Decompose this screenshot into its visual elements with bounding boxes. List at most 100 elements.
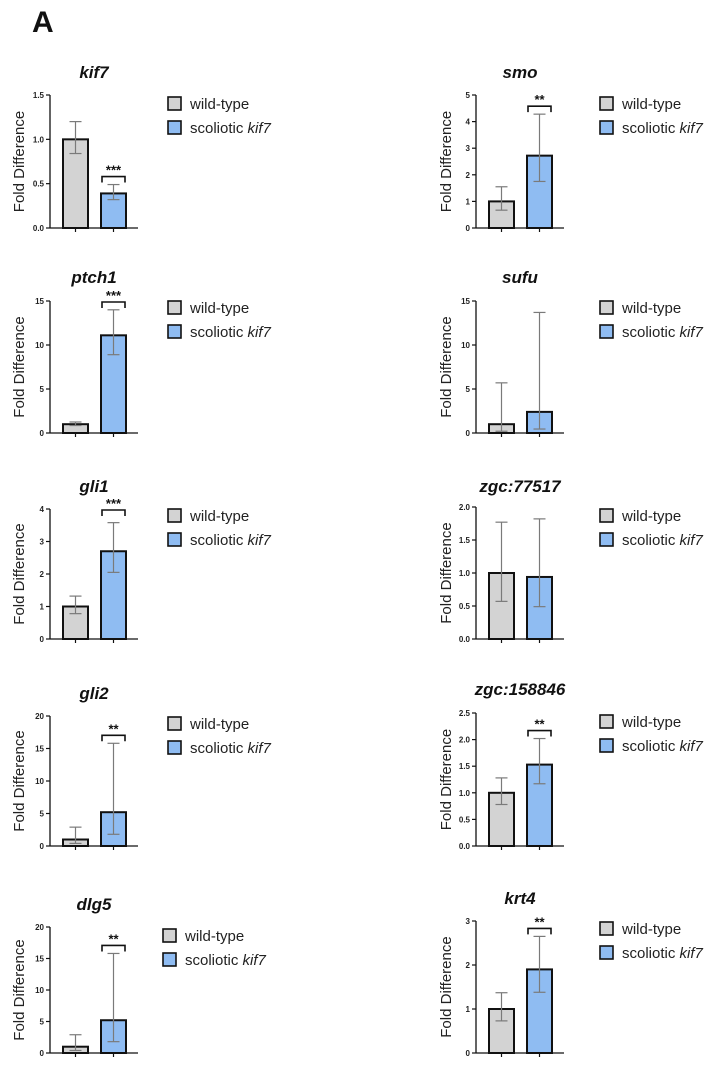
- legend-label-wild-type: wild-type: [621, 714, 681, 731]
- y-tick-label: 1.5: [33, 91, 45, 100]
- legend-swatch-wild-type: [167, 96, 182, 111]
- y-tick-label: 3: [40, 538, 45, 547]
- legend-swatch-scoliotic: [599, 324, 614, 339]
- panel-label: A: [32, 6, 54, 39]
- legend-swatch-wild-type: [162, 928, 177, 943]
- legend-label-wild-type: wild-type: [621, 921, 681, 938]
- significance-bracket: [101, 944, 126, 952]
- significance-label: **: [108, 931, 119, 946]
- y-tick-label: 0: [40, 429, 45, 438]
- y-tick-label: 10: [35, 777, 44, 786]
- chart-title: gli1: [78, 477, 108, 496]
- y-axis-label: Fold Difference: [438, 729, 455, 830]
- chart-gli2: gli2 Fold Difference 0 5 10 15 20 ** wild-type sc…: [11, 684, 272, 851]
- legend-label-wild-type: wild-type: [189, 96, 249, 113]
- chart-title: zgc:77517: [478, 477, 562, 496]
- y-axis-label: Fold Difference: [438, 936, 455, 1037]
- y-axis-label: Fold Difference: [11, 730, 28, 831]
- chart-sufu: sufu Fold Difference 0 5 10 15 wild-type scolio…: [438, 268, 704, 438]
- y-axis-label: Fold Difference: [438, 316, 455, 417]
- significance-bracket: [101, 301, 126, 308]
- y-tick-label: 20: [35, 712, 44, 721]
- legend-swatch-wild-type: [599, 714, 614, 729]
- y-tick-label: 0.0: [459, 842, 471, 851]
- legend-label-wild-type: wild-type: [184, 928, 244, 945]
- chart-smo: smo Fold Difference 0 1 2 3 4 5 ** wild-type scoli…: [438, 63, 704, 233]
- y-tick-label: 0: [40, 1049, 45, 1058]
- y-tick-label: 10: [35, 341, 44, 350]
- significance-label: ***: [106, 163, 122, 178]
- y-tick-label: 1.0: [33, 135, 45, 144]
- y-tick-label: 5: [466, 385, 471, 394]
- legend-label-scoliotic: scoliotic kif7: [622, 324, 704, 341]
- y-tick-label: 5: [40, 810, 45, 819]
- y-tick-label: 10: [461, 341, 470, 350]
- y-axis-label: Fold Difference: [438, 522, 455, 623]
- legend-swatch-wild-type: [167, 300, 182, 315]
- y-tick-label: 1.0: [459, 569, 471, 578]
- significance-bracket: [101, 509, 126, 516]
- y-tick-label: 10: [35, 986, 44, 995]
- y-tick-label: 0.5: [459, 602, 471, 611]
- legend-swatch-scoliotic: [599, 945, 614, 960]
- legend-swatch-scoliotic: [167, 324, 182, 339]
- chart-title: dlg5: [77, 895, 112, 914]
- legend-swatch-wild-type: [599, 300, 614, 315]
- significance-bracket: [101, 175, 126, 183]
- y-tick-label: 5: [466, 91, 471, 100]
- y-tick-label: 3: [466, 144, 471, 153]
- y-tick-label: 2.5: [459, 709, 471, 718]
- legend-swatch-scoliotic: [599, 532, 614, 547]
- legend-swatch-scoliotic: [167, 120, 182, 135]
- y-tick-label: 1: [466, 197, 471, 206]
- y-tick-label: 0: [466, 224, 471, 233]
- legend-swatch-scoliotic: [167, 532, 182, 547]
- y-tick-label: 2: [466, 961, 471, 970]
- chart-ptch1: ptch1 Fold Difference 0 5 10 15 *** wild-type sc…: [11, 268, 272, 438]
- y-tick-label: 2.0: [459, 736, 471, 745]
- chart-title: smo: [503, 63, 538, 82]
- y-tick-label: 5: [40, 385, 45, 394]
- y-tick-label: 0.5: [33, 180, 45, 189]
- legend-label-scoliotic: scoliotic kif7: [622, 120, 704, 137]
- legend-label-scoliotic: scoliotic kif7: [190, 120, 272, 137]
- y-tick-label: 2: [40, 570, 45, 579]
- significance-label: ***: [106, 288, 122, 303]
- y-tick-label: 2.0: [459, 503, 471, 512]
- legend-swatch-scoliotic: [167, 740, 182, 755]
- significance-bracket: [101, 734, 126, 742]
- y-tick-label: 15: [35, 297, 44, 306]
- legend-label-wild-type: wild-type: [621, 508, 681, 525]
- y-tick-label: 4: [466, 118, 471, 127]
- y-tick-label: 3: [466, 917, 471, 926]
- y-tick-label: 4: [40, 505, 45, 514]
- y-tick-label: 1.5: [459, 536, 471, 545]
- significance-bracket: [527, 927, 552, 935]
- legend-swatch-wild-type: [167, 508, 182, 523]
- y-tick-label: 0.0: [459, 635, 471, 644]
- legend-label-scoliotic: scoliotic kif7: [622, 532, 704, 549]
- chart-zgc-158846: zgc:158846 Fold Difference 0.0 0.5 1.0 1.5 2.0…: [438, 680, 704, 851]
- significance-label: **: [534, 914, 545, 929]
- legend-label-scoliotic: scoliotic kif7: [185, 952, 267, 969]
- chart-dlg5: dlg5 Fold Difference 0 5 10 15 20 ** wild-type sc…: [11, 895, 267, 1058]
- y-tick-label: 15: [35, 955, 44, 964]
- y-axis-label: Fold Difference: [11, 939, 28, 1040]
- y-tick-label: 1.0: [459, 789, 471, 798]
- chart-title: ptch1: [70, 268, 116, 287]
- y-tick-label: 1: [466, 1005, 471, 1014]
- legend-swatch-scoliotic: [599, 120, 614, 135]
- significance-label: ***: [106, 496, 122, 511]
- legend-label-wild-type: wild-type: [189, 508, 249, 525]
- legend-swatch-wild-type: [599, 508, 614, 523]
- y-axis-label: Fold Difference: [438, 111, 455, 212]
- legend-label-scoliotic: scoliotic kif7: [190, 740, 272, 757]
- chart-title: zgc:158846: [474, 680, 566, 699]
- chart-krt4: krt4 Fold Difference 0 1 2 3 ** wild-type scolio…: [438, 889, 704, 1058]
- y-tick-label: 15: [35, 745, 44, 754]
- significance-label: **: [534, 92, 545, 107]
- significance-label: **: [534, 717, 545, 732]
- legend-label-wild-type: wild-type: [189, 716, 249, 733]
- legend-label-scoliotic: scoliotic kif7: [622, 738, 704, 755]
